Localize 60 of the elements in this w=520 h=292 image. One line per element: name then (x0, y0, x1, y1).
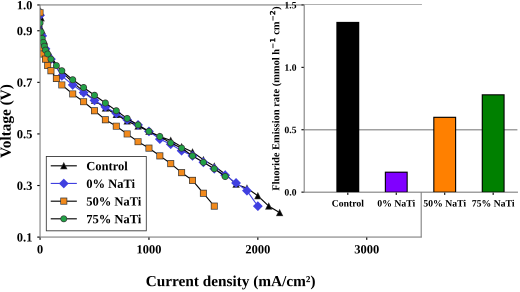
y-tick-label: 0.5 (17, 130, 32, 138)
point (91, 92, 98, 99)
legend-label: 0% NaTi (86, 179, 135, 188)
y-tick-label: 0.3 (17, 182, 32, 190)
legend-label: 75% NaTi (87, 214, 142, 224)
point (156, 152, 164, 160)
point (102, 100, 109, 106)
point (253, 201, 263, 211)
x-tick-label: 2000 (246, 245, 270, 254)
point (254, 192, 262, 200)
point (91, 107, 98, 114)
y-tick-label: 1.5 (285, 2, 296, 8)
bar (336, 22, 360, 192)
x-axis-title: Current density (mA/cm²) (146, 276, 315, 290)
y-tick-label: 0.7 (17, 78, 32, 87)
x-tick-label: 0% NaTi (378, 200, 416, 207)
x-tick-label: 3000 (354, 245, 379, 254)
y-tick-label: 0.5 (284, 126, 296, 134)
point (44, 50, 52, 58)
legend-label: Control (86, 162, 128, 170)
point (58, 81, 66, 88)
point (210, 202, 218, 210)
point (145, 144, 152, 152)
point (124, 130, 131, 138)
point (112, 122, 120, 130)
point (112, 107, 120, 114)
point (167, 160, 174, 168)
point (178, 169, 186, 176)
y-tick-label: 1.0 (285, 64, 296, 71)
point (189, 176, 196, 184)
point (69, 90, 76, 98)
y-tick-label: 1.0 (18, 0, 32, 10)
point (69, 76, 76, 84)
point (80, 98, 88, 106)
point (52, 62, 60, 70)
y-axis-title: Voltage (V) (0, 84, 14, 158)
bar (384, 172, 408, 192)
x-tick-label: Control (332, 200, 364, 207)
point (134, 138, 142, 146)
x-tick-label: 1000 (137, 245, 161, 254)
y-axis-title: Fluoride Emission rate (mmol h$^{−1}$ cm$^{−2}$) (270, 6, 282, 191)
point (276, 209, 284, 216)
y-tick-label: 0.9 (17, 26, 32, 36)
point (242, 186, 252, 196)
point (200, 190, 207, 197)
y-tick-label: 0.1 (17, 233, 32, 242)
x-tick-label: 75% NaTi (472, 200, 514, 207)
point (265, 202, 272, 210)
point (80, 84, 88, 91)
point (47, 67, 54, 74)
point (167, 139, 174, 146)
point (102, 116, 109, 124)
point (222, 173, 229, 180)
point (124, 114, 131, 122)
x-tick-label: 50% NaTi (424, 200, 466, 207)
y-tick-label: 0.0 (284, 189, 296, 196)
bar (433, 116, 456, 192)
x-tick-label: 0 (37, 245, 43, 254)
bar (482, 94, 505, 192)
point (52, 75, 60, 82)
